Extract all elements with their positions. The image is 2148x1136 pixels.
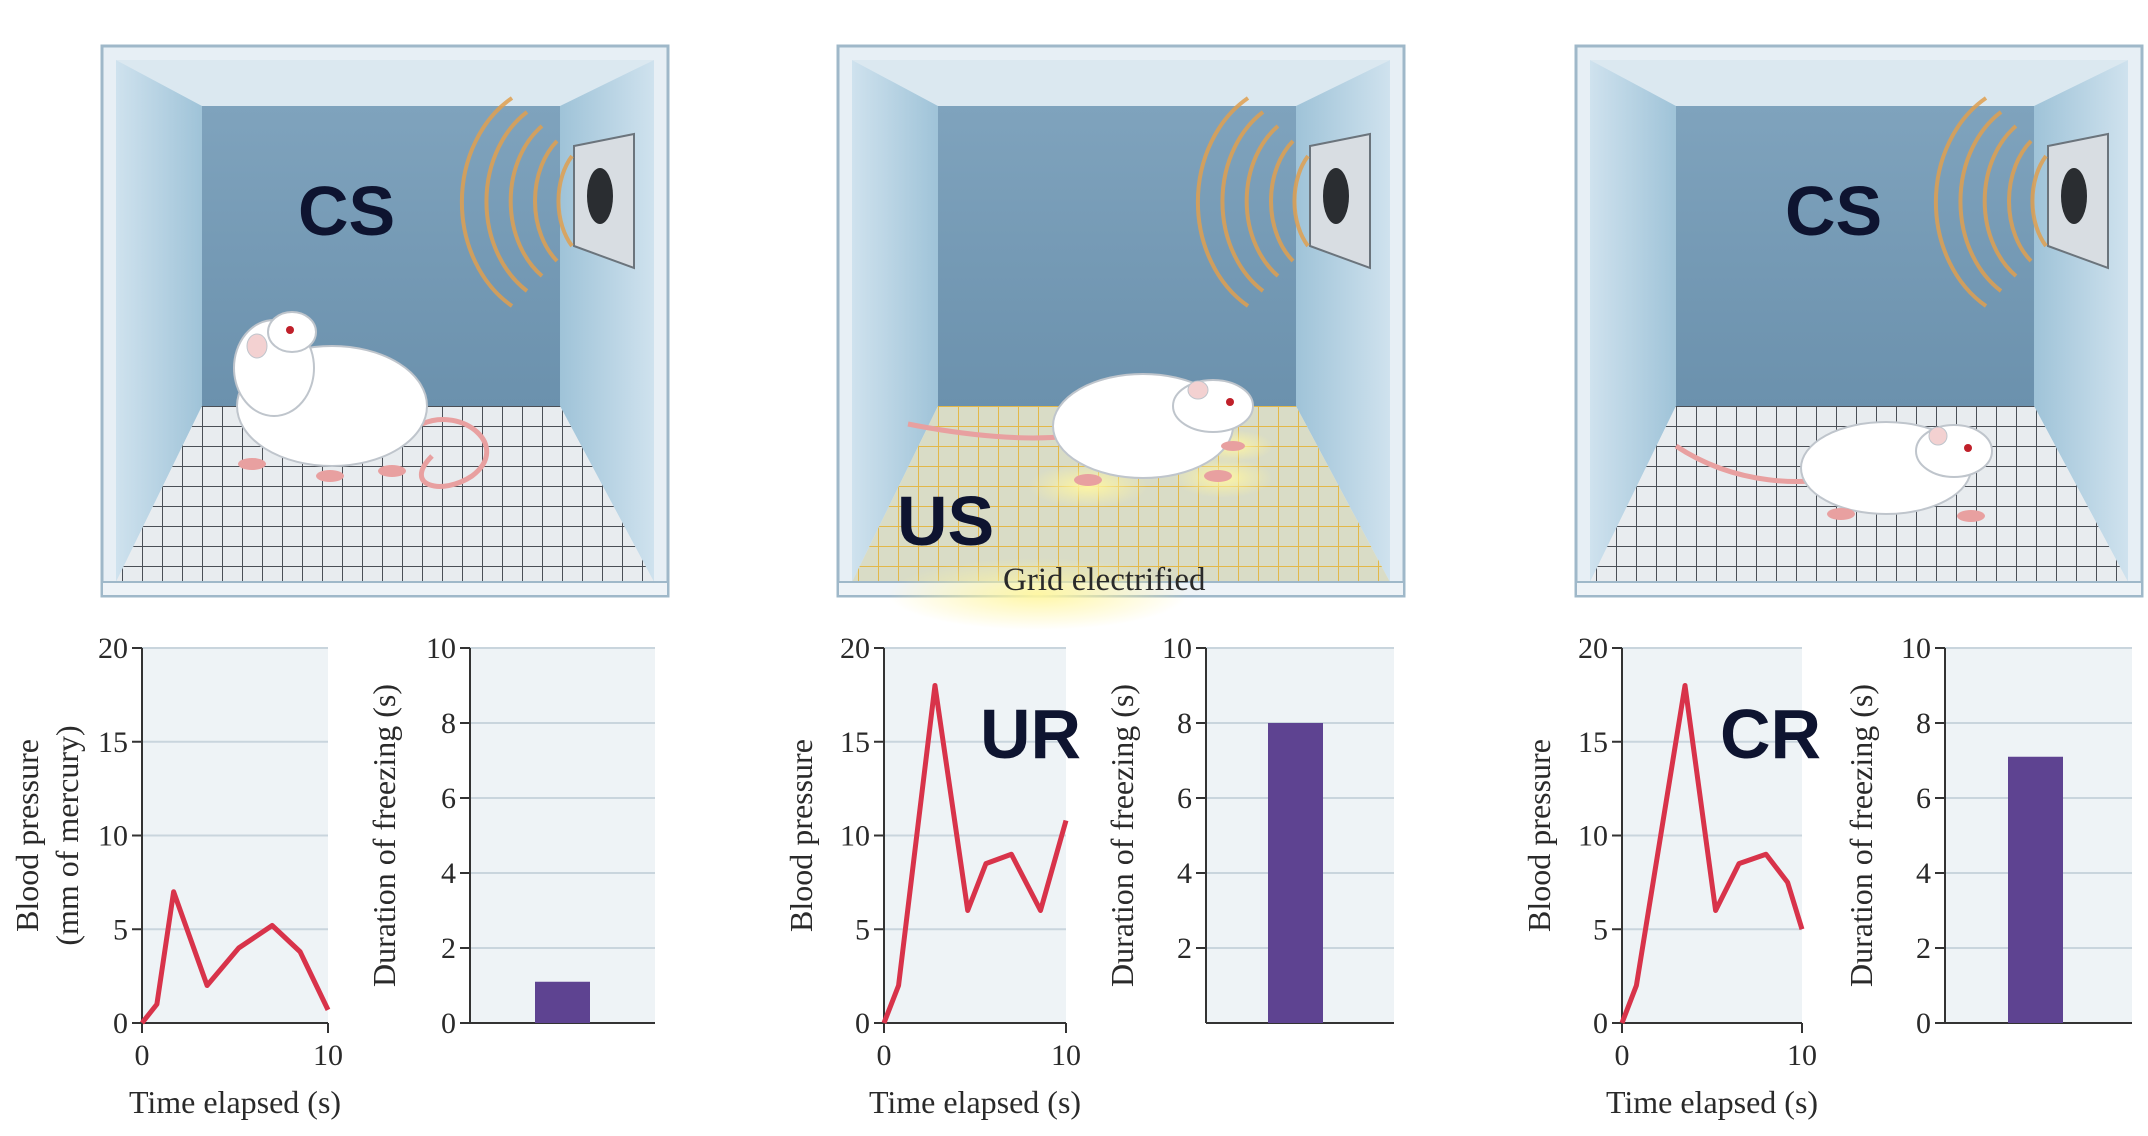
y-axis-label: Duration of freezing (s) <box>1843 684 1879 987</box>
x-tick-label: 10 <box>1787 1039 1817 1072</box>
y-tick-label: 10 <box>1901 632 1931 665</box>
panel3-stimulus-label: CS <box>1785 172 1882 250</box>
sound-waves-icon <box>1933 96 2048 308</box>
speaker-icon <box>1309 132 1371 270</box>
blood-pressure-line <box>1619 683 1805 1024</box>
y-axis-label: Blood pressure <box>9 739 45 932</box>
x-tick-label: 0 <box>135 1039 150 1072</box>
rat-sitting-icon <box>233 311 490 489</box>
y-axis-label-units: (mm of mercury) <box>49 725 85 945</box>
y-tick-label: 8 <box>1916 707 1931 740</box>
y-tick-label: 0 <box>1916 1007 1931 1040</box>
freezing-duration-bar <box>2008 756 2063 1023</box>
y-tick-label: 6 <box>1916 782 1931 815</box>
speaker-icon <box>573 132 635 270</box>
panel2-stimulus-label: US <box>897 482 994 560</box>
x-tick-label: 10 <box>313 1039 343 1072</box>
blood-pressure-chart-3: 0 5 10 15 20 0 10 Time elapsed (s) Blood pressur… <box>1521 632 1818 1120</box>
y-tick-label: 15 <box>98 726 128 759</box>
chamber-box-2 <box>836 44 1406 630</box>
floor-grid <box>116 406 654 582</box>
sound-waves-icon <box>1195 96 1310 308</box>
blood-pressure-line <box>140 889 331 1025</box>
y-tick-label: 8 <box>1177 707 1192 740</box>
x-axis-label: Time elapsed (s) <box>1606 1084 1818 1120</box>
freezing-duration-bar <box>1268 723 1323 1023</box>
y-tick-label: 2 <box>441 932 456 965</box>
y-axis-label: Blood pressure <box>1521 739 1557 932</box>
y-tick-label: 4 <box>441 857 456 890</box>
y-axis-label: Duration of freezing (s) <box>1104 684 1140 987</box>
x-axis-label: Time elapsed (s) <box>869 1084 1081 1120</box>
blood-pressure-chart-2: 0 5 10 15 20 0 10 Time elapsed (s) Blood pressur… <box>783 632 1081 1120</box>
chamber-box-1 <box>100 44 670 598</box>
grid-electrified-caption: Grid electrified <box>1003 562 1206 598</box>
rat-frozen-icon <box>1674 421 1993 522</box>
y-tick-label: 0 <box>1593 1007 1608 1040</box>
freezing-chart-2: 2 4 6 8 10 Duration of freezing (s) <box>1104 632 1394 1024</box>
y-tick-label: 10 <box>1162 632 1192 665</box>
panel3-response-label: CR <box>1720 695 1821 773</box>
y-tick-label: 6 <box>441 782 456 815</box>
y-tick-label: 4 <box>1177 857 1192 890</box>
panel2-response-label: UR <box>980 695 1081 773</box>
x-tick-label: 10 <box>1051 1039 1081 1072</box>
speaker-icon <box>2047 132 2109 270</box>
blood-pressure-line <box>881 683 1069 1024</box>
y-tick-label: 5 <box>113 913 128 946</box>
blood-pressure-chart-1: 0 5 10 15 20 0 10 Time elapsed (s) Blood pressur… <box>9 632 343 1120</box>
y-tick-label: 10 <box>426 632 456 665</box>
y-tick-label: 15 <box>840 726 870 759</box>
y-tick-label: 0 <box>113 1007 128 1040</box>
y-tick-label: 20 <box>1578 632 1608 665</box>
freezing-duration-bar <box>535 981 590 1023</box>
y-tick-label: 2 <box>1177 932 1192 965</box>
y-tick-label: 0 <box>855 1007 870 1040</box>
freezing-chart-1: 0 2 4 6 8 10 Duration of freezing (s) <box>366 632 655 1040</box>
y-tick-label: 15 <box>1578 726 1608 759</box>
freezing-chart-3: 0 2 4 6 8 10 Duration of freezing (s) <box>1843 632 2132 1040</box>
sound-waves-icon <box>459 96 574 308</box>
y-axis-label: Blood pressure <box>783 739 819 932</box>
y-tick-label: 8 <box>441 707 456 740</box>
panel1-stimulus-label: CS <box>298 172 395 250</box>
y-tick-label: 4 <box>1916 857 1931 890</box>
y-tick-label: 6 <box>1177 782 1192 815</box>
y-tick-label: 5 <box>1593 913 1608 946</box>
chamber-box-3 <box>1574 44 2144 598</box>
y-tick-label: 20 <box>98 632 128 665</box>
y-axis-label: Duration of freezing (s) <box>366 684 402 987</box>
rat-crouching-icon <box>907 373 1254 486</box>
y-tick-label: 2 <box>1916 932 1931 965</box>
y-tick-label: 5 <box>855 913 870 946</box>
x-axis-label: Time elapsed (s) <box>129 1084 341 1120</box>
y-tick-label: 0 <box>441 1007 456 1040</box>
x-tick-label: 0 <box>877 1039 892 1072</box>
x-tick-label: 0 <box>1615 1039 1630 1072</box>
y-tick-label: 10 <box>840 820 870 853</box>
plot-area <box>470 648 655 1023</box>
y-tick-label: 10 <box>1578 820 1608 853</box>
y-tick-label: 10 <box>98 820 128 853</box>
y-tick-label: 20 <box>840 632 870 665</box>
